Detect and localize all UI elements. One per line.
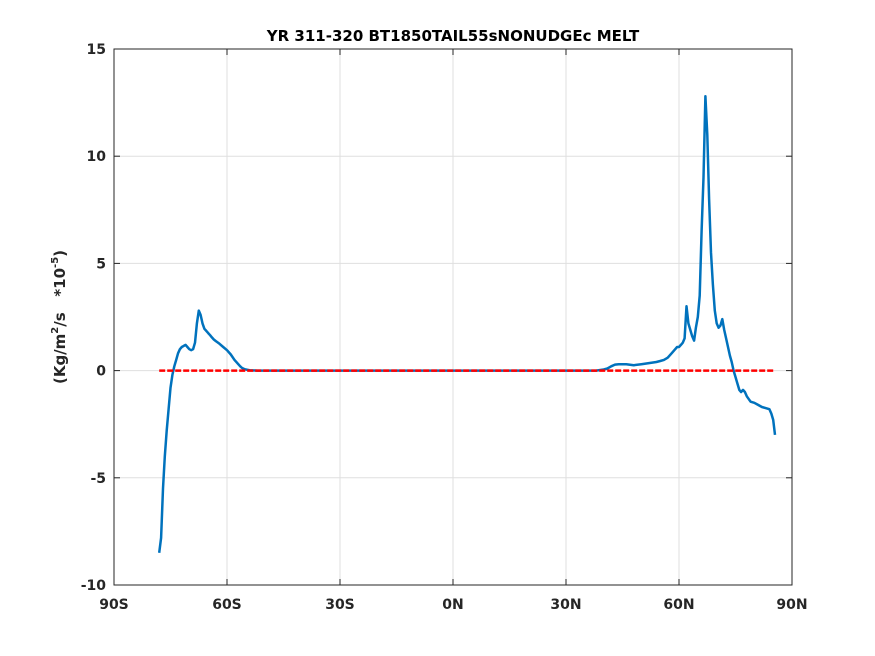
x-tick-label: 60S xyxy=(212,597,242,613)
y-tick-label: 15 xyxy=(87,42,106,58)
tick-marks xyxy=(113,48,793,586)
y-axis-label-sup2: -5 xyxy=(50,257,61,268)
y-axis-label-sup1: 2 xyxy=(50,327,61,334)
x-tick-label: 60N xyxy=(663,597,694,613)
x-tick-label: 30S xyxy=(325,597,355,613)
chart-title: YR 311-320 BT1850TAIL55sNONUDGEc MELT xyxy=(266,27,640,45)
series-layer xyxy=(157,94,777,553)
x-tick-label: 0N xyxy=(442,597,463,613)
y-tick-label: 0 xyxy=(96,364,106,380)
series-line-1 xyxy=(157,94,777,553)
y-tick-label: 10 xyxy=(87,149,107,165)
y-tick-label: -10 xyxy=(81,578,107,594)
y-axis-label-pre: (Kg/m xyxy=(51,334,69,384)
y-axis-label-mid: /s *10 xyxy=(51,268,69,327)
y-tick-label: 5 xyxy=(96,256,106,272)
x-tick-label: 90S xyxy=(99,597,129,613)
x-tick-label: 90N xyxy=(776,597,807,613)
y-axis-label-post: ) xyxy=(51,250,69,257)
y-tick-label: -5 xyxy=(90,471,106,487)
x-tick-label: 30N xyxy=(550,597,581,613)
x-tick-labels: 90S 60S 30S 0N 30N 60N 90N xyxy=(99,597,807,613)
y-tick-labels: -10 -5 0 5 10 15 xyxy=(81,42,107,594)
y-axis-label: (Kg/m2/s *10-5) xyxy=(50,250,69,384)
